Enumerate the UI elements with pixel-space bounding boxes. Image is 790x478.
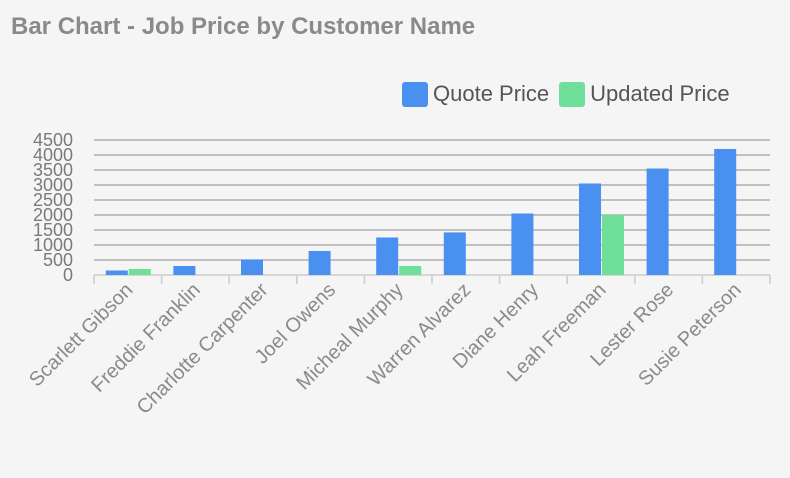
y-tick-label: 1000 (33, 235, 73, 255)
x-tick-label: Charlotte Carpenter (133, 279, 273, 419)
y-tick-label: 3000 (33, 175, 73, 195)
chart-title: Bar Chart - Job Price by Customer Name (11, 13, 476, 40)
legend-item-quote-price[interactable]: Quote Price (402, 81, 549, 107)
legend-label-updated-price: Updated Price (590, 81, 730, 106)
y-tick-label: 2500 (33, 190, 73, 210)
y-tick-label: 0 (63, 265, 73, 285)
bar-quote-price (443, 232, 466, 275)
bar-quote-price (646, 168, 669, 275)
bar-updated-price (399, 266, 422, 275)
y-tick-label: 3500 (33, 160, 73, 180)
bar-quote-price (173, 266, 196, 275)
bar-quote-price (241, 259, 263, 275)
legend-swatch-quote-price (402, 81, 428, 107)
legend-item-updated-price[interactable]: Updated Price (559, 81, 730, 107)
legend-label-quote-price: Quote Price (433, 81, 550, 106)
bar-quote-price (308, 251, 331, 275)
y-tick-label: 4500 (33, 130, 73, 150)
chart-legend: Quote Price Updated Price (402, 81, 740, 107)
bar-quote-price (579, 183, 601, 275)
y-tick-label: 1500 (33, 220, 73, 240)
y-tick-label: 2000 (33, 205, 73, 225)
bar-quote-price (376, 237, 399, 275)
bar-quote-price (511, 213, 534, 275)
bar-updated-price (128, 269, 151, 275)
y-tick-label: 4000 (33, 145, 73, 165)
bar-updated-price (602, 215, 624, 275)
bar-quote-price (714, 149, 737, 275)
legend-swatch-updated-price (559, 81, 586, 107)
y-tick-label: 500 (43, 250, 73, 270)
bar-quote-price (105, 270, 128, 275)
